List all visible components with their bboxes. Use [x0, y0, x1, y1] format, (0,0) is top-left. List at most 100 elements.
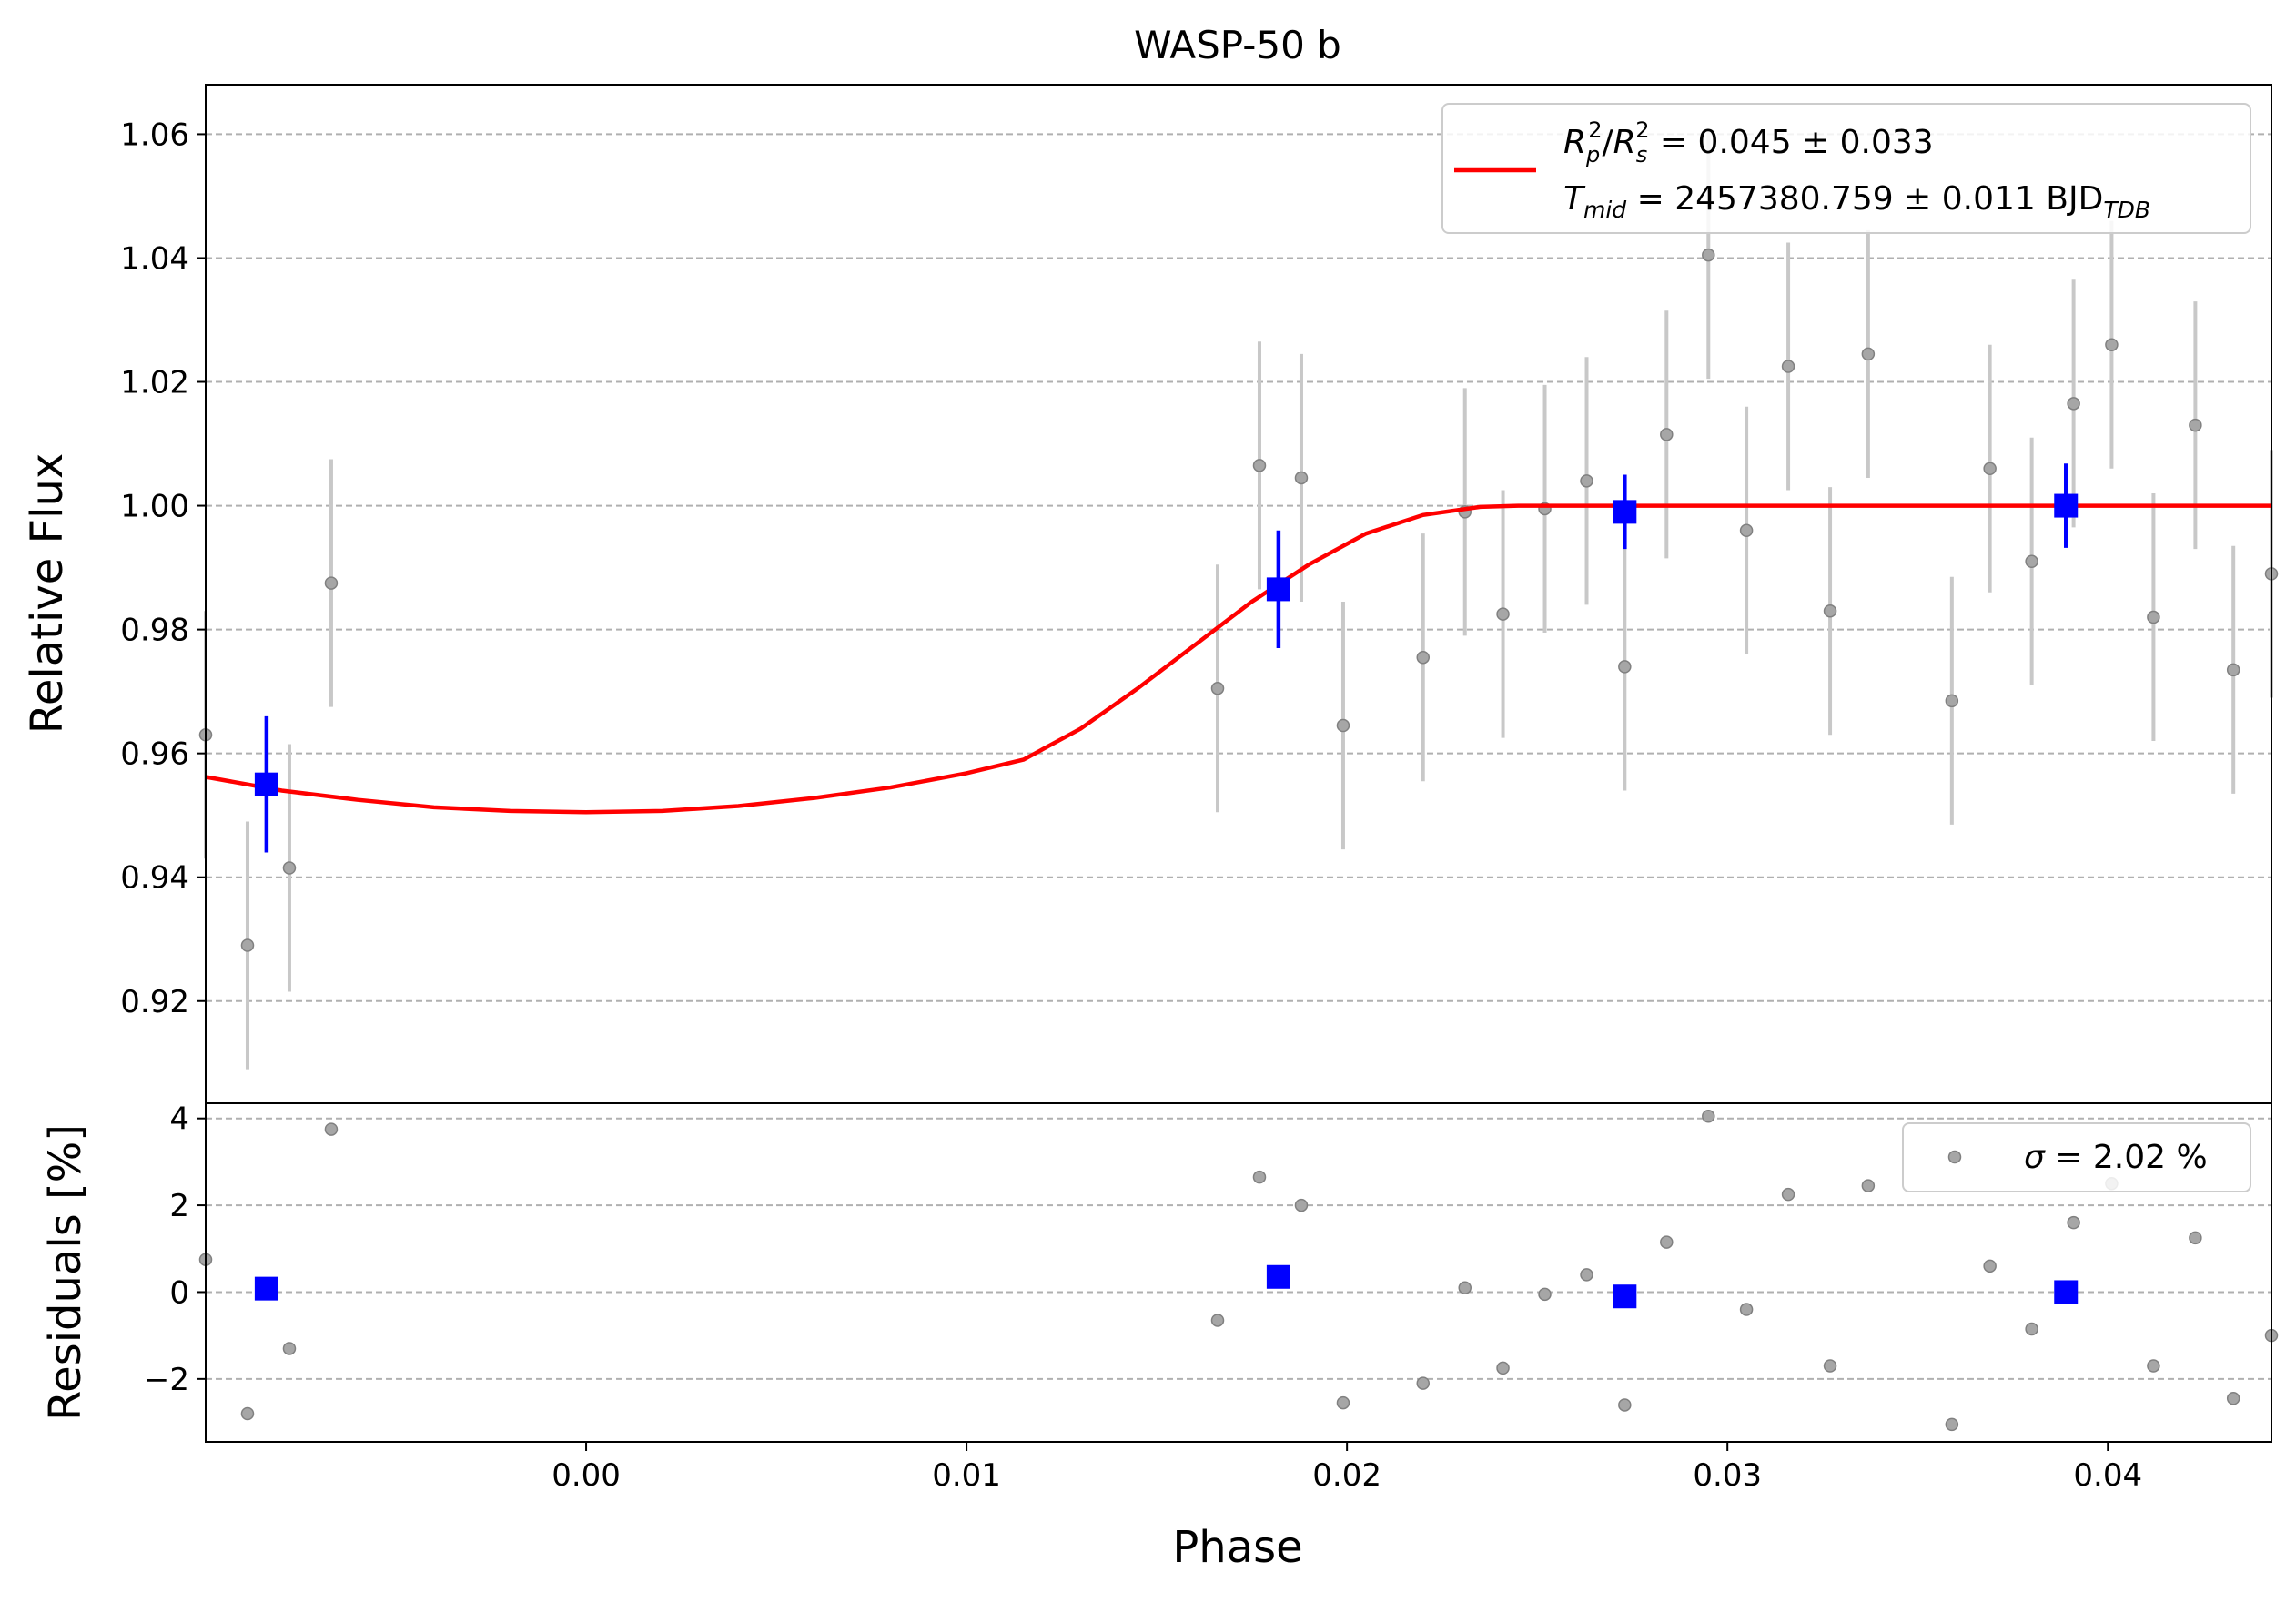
- raw-point: [282, 861, 297, 875]
- top-y-ticks: 0.92 0.94 0.96 0.98 1.00 1.02 1.04 1.06: [120, 117, 206, 1020]
- bottom-legend: σ = 2.02 %: [1902, 1122, 2251, 1192]
- bottom-legend-box: [1902, 1122, 2251, 1192]
- residual-point: [1538, 1287, 1552, 1302]
- top-y-tick-label: 0.98: [120, 613, 189, 649]
- residual-point: [1823, 1359, 1837, 1373]
- bottom-panel-frame: [205, 1102, 2272, 1443]
- raw-point: [1781, 360, 1795, 373]
- binned-point: [254, 772, 278, 796]
- x-tick-label: 0.01: [932, 1457, 1001, 1494]
- residual-point: [1618, 1398, 1632, 1412]
- residual-point: [1739, 1303, 1754, 1316]
- binned-point: [2054, 493, 2079, 518]
- raw-point: [1823, 604, 1837, 618]
- bottom-binned-points: [254, 1264, 2079, 1309]
- raw-point: [1210, 681, 1225, 695]
- chart-title: WASP-50 b: [1134, 23, 1341, 67]
- residual-point: [240, 1406, 255, 1421]
- binned-residual-point: [1266, 1264, 1290, 1289]
- residual-point: [2067, 1215, 2080, 1230]
- x-tick-label: 0.00: [551, 1457, 621, 1494]
- top-y-tick-label: 0.94: [120, 860, 189, 897]
- top-y-tick-label: 1.06: [120, 117, 189, 153]
- bottom-gridlines: [206, 1117, 2271, 1380]
- raw-point: [1945, 694, 1959, 708]
- raw-point: [1861, 347, 1876, 361]
- top-y-tick-label: 1.02: [120, 365, 189, 401]
- raw-point: [2226, 663, 2240, 677]
- top-ylabel: Relative Flux: [22, 453, 73, 735]
- raw-point: [1294, 471, 1309, 485]
- residual-point: [1945, 1417, 1959, 1432]
- raw-point: [1739, 523, 1754, 538]
- residual-point: [1580, 1268, 1593, 1282]
- residual-point: [1416, 1376, 1431, 1390]
- residual-point: [1983, 1259, 1997, 1273]
- residual-point: [1336, 1395, 1350, 1410]
- raw-point: [1496, 607, 1510, 621]
- residual-point: [282, 1342, 297, 1355]
- raw-point: [1580, 474, 1593, 488]
- top-y-tick-label: 0.96: [120, 736, 189, 773]
- raw-point: [240, 938, 255, 952]
- raw-point: [1618, 660, 1632, 674]
- bottom-xlabel: Phase: [1172, 1522, 1302, 1573]
- top-y-tick-label: 0.92: [120, 984, 189, 1020]
- residual-point: [324, 1122, 339, 1136]
- raw-point: [1336, 718, 1350, 733]
- bottom-y-tick-label: 2: [169, 1188, 189, 1224]
- residual-point: [2189, 1231, 2202, 1245]
- residual-point: [1861, 1179, 1876, 1192]
- residual-point: [1210, 1314, 1225, 1327]
- top-binned-points: [254, 463, 2079, 853]
- raw-point: [1983, 462, 1997, 476]
- raw-point: [1702, 248, 1715, 262]
- binned-point: [1613, 500, 1637, 524]
- top-legend: Rp2/Rs2 = 0.045 ± 0.033 Tmid = 2457380.7…: [1441, 103, 2251, 234]
- residual-point: [2025, 1322, 2038, 1336]
- raw-point: [2067, 397, 2080, 411]
- residual-point: [1702, 1110, 1715, 1123]
- legend-radius-ratio: Rp2/Rs2 = 0.045 ± 0.033: [1563, 117, 1934, 167]
- bottom-legend-marker: [1947, 1150, 1962, 1164]
- top-gridlines: [206, 133, 2271, 1002]
- bottom-y-ticks: −2 0 2 4: [144, 1101, 206, 1398]
- raw-point: [1416, 650, 1431, 665]
- top-legend-box: [1441, 103, 2251, 234]
- raw-point: [2105, 338, 2119, 351]
- binned-residual-point: [254, 1276, 278, 1301]
- binned-residual-point: [2054, 1280, 2079, 1304]
- legend-sigma: σ = 2.02 %: [2024, 1139, 2208, 1176]
- binned-point: [1266, 577, 1290, 602]
- binned-residual-point: [1613, 1284, 1637, 1309]
- x-tick-label: 0.04: [2073, 1457, 2142, 1494]
- raw-point: [2189, 418, 2202, 432]
- bottom-y-tick-label: 4: [169, 1101, 189, 1138]
- top-y-tick-label: 1.04: [120, 240, 189, 277]
- bottom-y-tick-label: 0: [169, 1274, 189, 1311]
- raw-point: [2025, 554, 2038, 569]
- raw-point: [324, 576, 339, 590]
- raw-point: [1252, 459, 1267, 472]
- residual-point: [1660, 1235, 1674, 1249]
- top-raw-errorbars: [204, 131, 2273, 1070]
- raw-point: [2147, 610, 2160, 624]
- residual-point: [1294, 1198, 1309, 1212]
- x-tick-label: 0.03: [1693, 1457, 1762, 1494]
- top-panel-frame: [205, 84, 2272, 1104]
- residual-point: [2147, 1359, 2160, 1373]
- top-raw-points: [198, 248, 2279, 952]
- raw-point: [1660, 428, 1674, 441]
- residual-point: [1252, 1170, 1267, 1184]
- residual-point: [2226, 1392, 2240, 1405]
- residual-point: [1458, 1281, 1472, 1294]
- x-tick-label: 0.02: [1312, 1457, 1381, 1494]
- transit-model-line: [205, 503, 2271, 815]
- bottom-y-tick-label: −2: [144, 1362, 189, 1398]
- residual-point: [1781, 1187, 1795, 1202]
- residual-point: [1496, 1361, 1510, 1375]
- top-y-tick-label: 1.00: [120, 489, 189, 525]
- legend-mid-transit-time: Tmid = 2457380.759 ± 0.011 BJDTDB: [1563, 180, 2150, 223]
- bottom-ylabel: Residuals [%]: [40, 1124, 91, 1421]
